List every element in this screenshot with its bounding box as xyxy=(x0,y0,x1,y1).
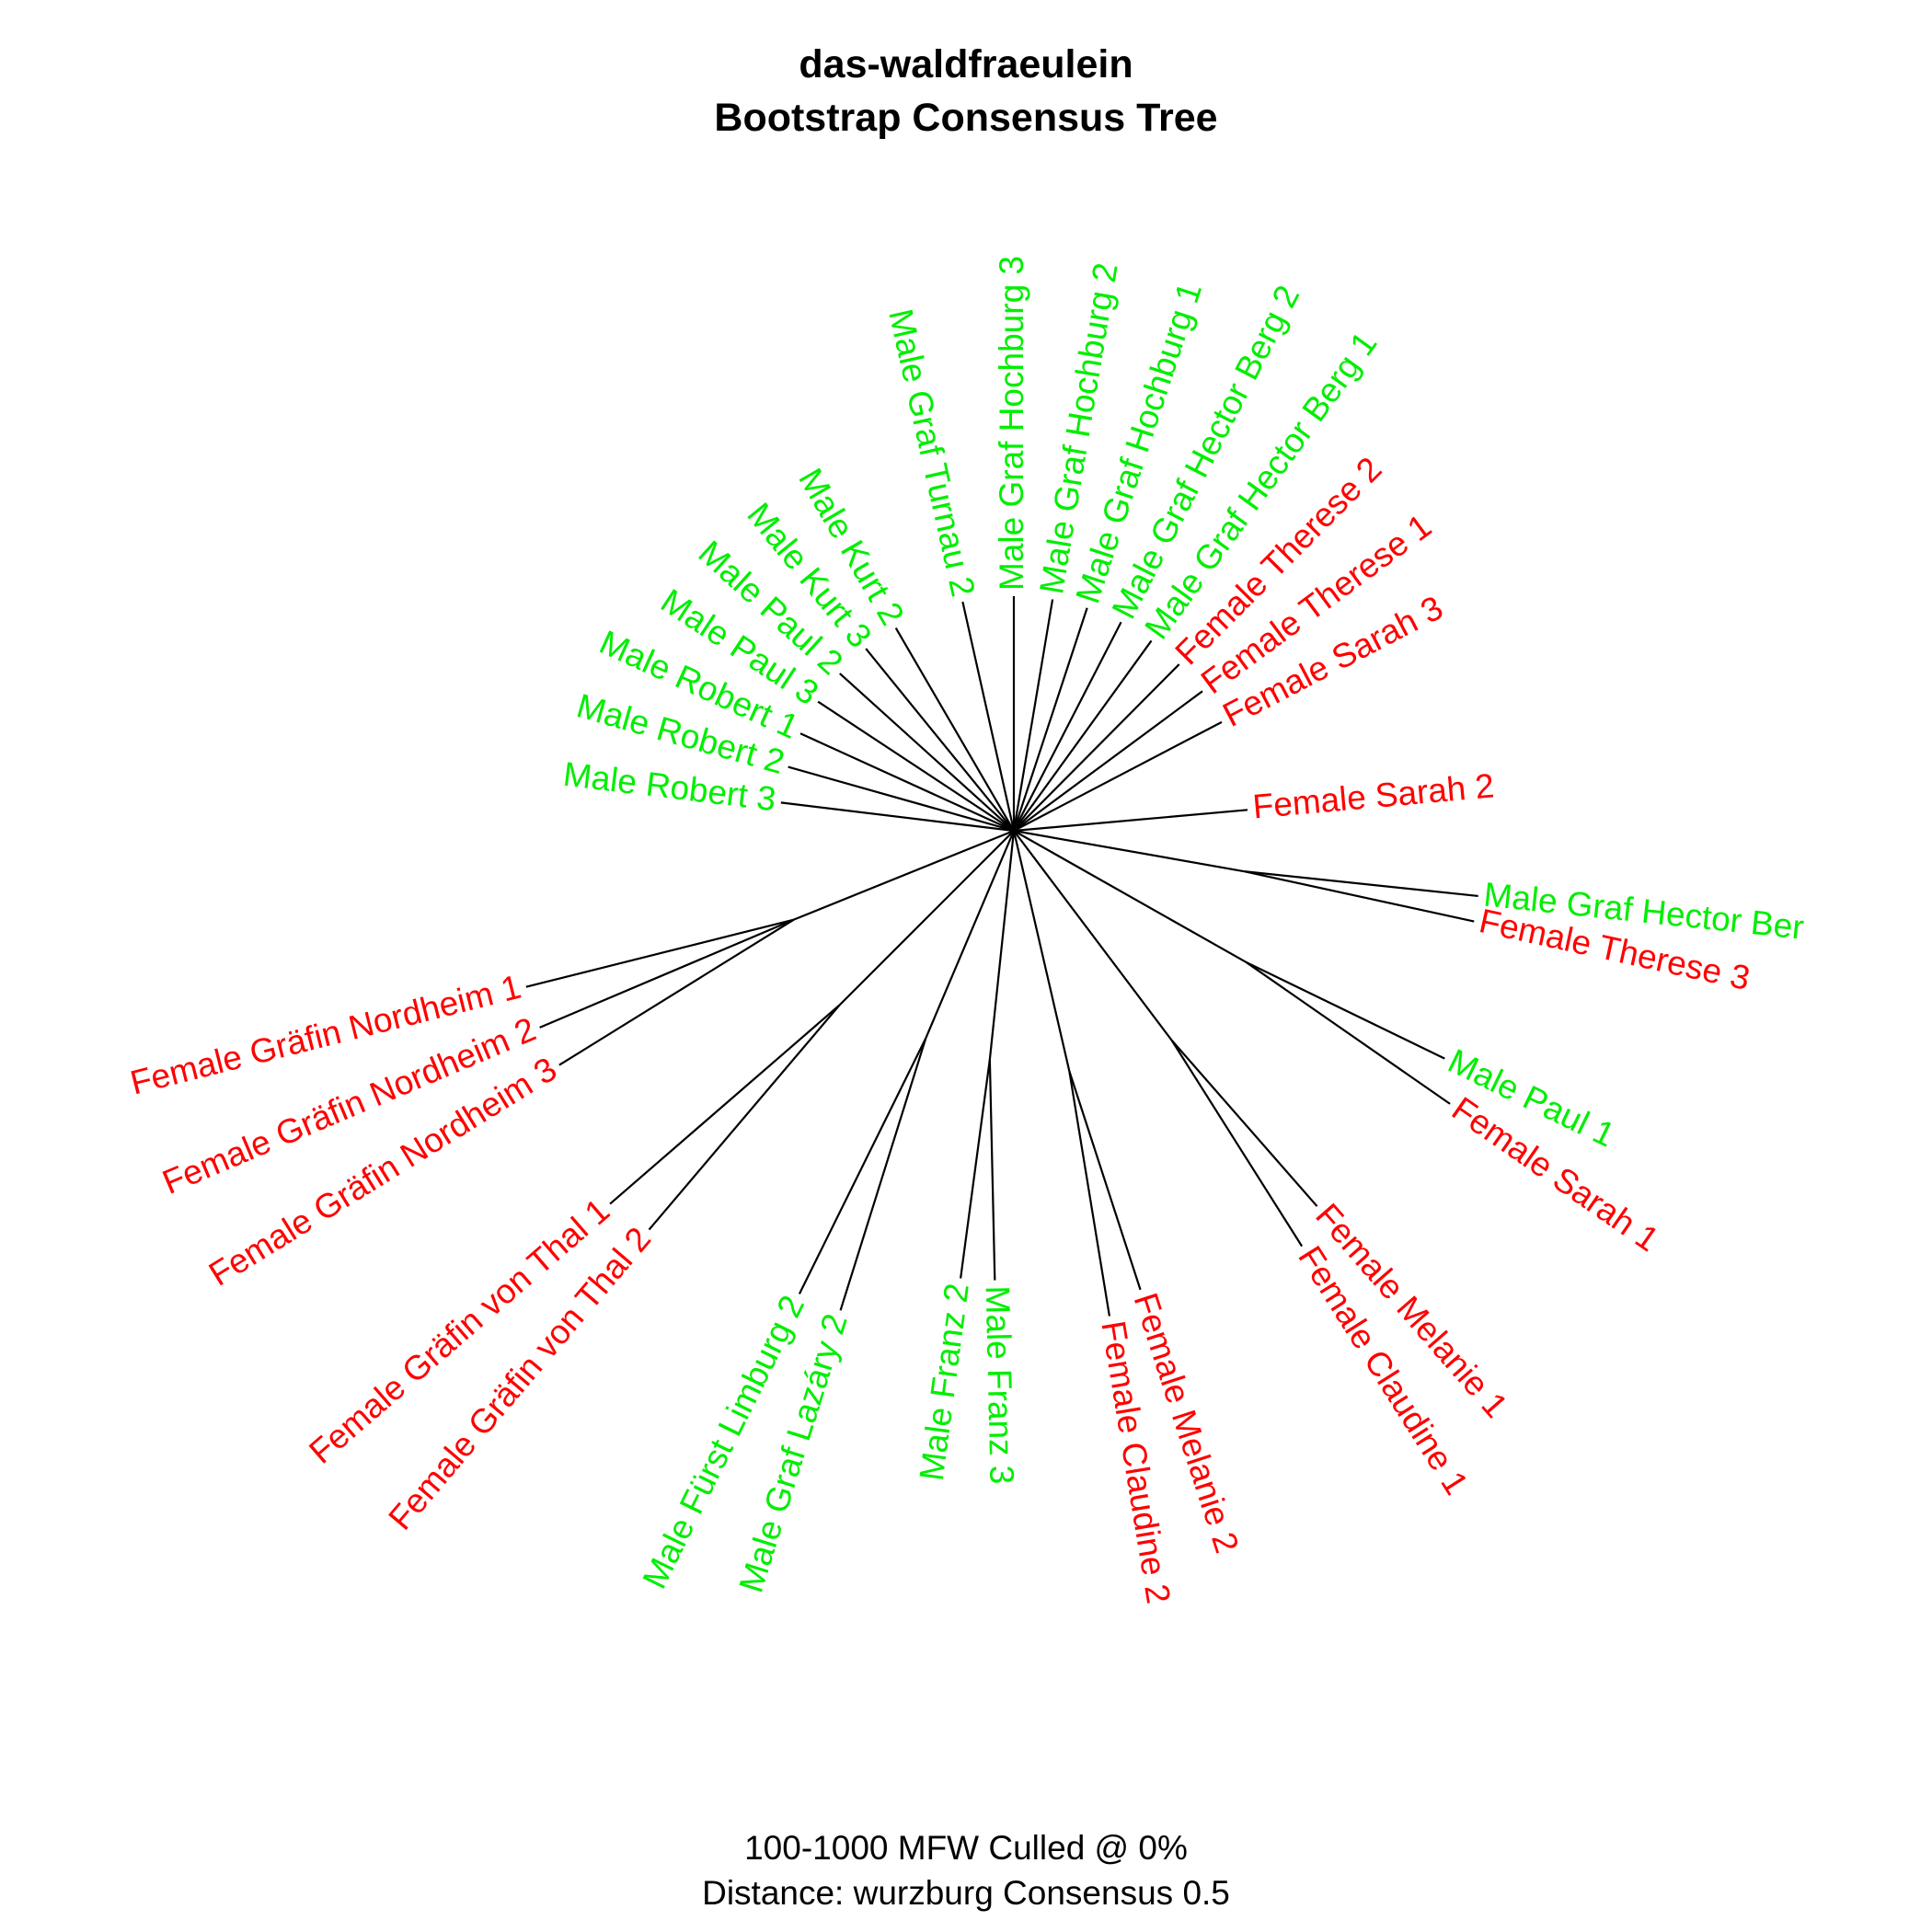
tree-internal-branch xyxy=(838,830,1015,1006)
tree-root-node xyxy=(1009,826,1018,835)
tree-branch xyxy=(1013,621,1122,832)
tree-internal-branch xyxy=(1013,829,1246,873)
tree-branch xyxy=(1068,1070,1111,1317)
tree-branch xyxy=(1170,1040,1304,1248)
tree-branch xyxy=(839,1038,927,1311)
tree-branch xyxy=(798,1038,927,1294)
tree-branch xyxy=(1013,720,1223,832)
tip-label: Male Graf Turnau 2 xyxy=(881,305,983,600)
tree-branch xyxy=(1068,1070,1142,1291)
tip-label: Female Sarah 2 xyxy=(1251,766,1496,825)
tip-label: Male Franz 3 xyxy=(979,1285,1021,1485)
tree-branch xyxy=(1245,960,1445,1060)
tree-branch xyxy=(1245,960,1451,1105)
tree-branch xyxy=(1013,690,1203,832)
tree-branch xyxy=(799,732,1015,833)
tree-branch xyxy=(1170,1039,1318,1207)
tree-branch xyxy=(539,918,795,1029)
tree-branch xyxy=(1013,663,1180,832)
tree-branch xyxy=(988,1059,996,1281)
tree-branch xyxy=(558,918,795,1066)
tree-branch xyxy=(894,627,1015,832)
figure-title-line-1: das-waldfraeulein xyxy=(799,42,1133,86)
tree-branch xyxy=(1013,639,1153,832)
tree-branch xyxy=(609,1004,841,1205)
tree-branch xyxy=(788,765,1015,833)
tree-internal-branch xyxy=(1012,830,1071,1072)
tree-branch xyxy=(525,918,795,988)
tree-branch xyxy=(865,648,1015,832)
tree-branch xyxy=(1013,809,1248,833)
tip-label: Male Franz 2 xyxy=(913,1281,976,1482)
tree-branch xyxy=(1012,599,1054,832)
tree-internal-branch xyxy=(988,830,1016,1060)
tree-internal-branch xyxy=(925,830,1016,1039)
figure-title-line-2: Bootstrap Consensus Tree xyxy=(714,96,1218,140)
tree-branch xyxy=(780,801,1015,833)
tree-branch xyxy=(648,1004,841,1231)
tree-branch xyxy=(1244,870,1475,923)
footer-mfw-line: 100-1000 MFW Culled @ 0% xyxy=(744,1829,1188,1867)
footer-distance-line: Distance: wurzburg Consensus 0.5 xyxy=(702,1874,1230,1912)
tree-internal-branch xyxy=(793,829,1015,921)
tree-branch xyxy=(817,700,1015,832)
tip-label: Male Graf Hochburg 3 xyxy=(993,256,1030,591)
tree-branch xyxy=(839,673,1015,832)
tree-branch xyxy=(961,601,1016,832)
tree-branch xyxy=(960,1059,991,1279)
tree-branch xyxy=(1245,870,1478,898)
tip-label: Female Gräfin Nordheim 1 xyxy=(127,968,525,1102)
tree-internal-branch xyxy=(1013,830,1247,963)
tree-branch xyxy=(1012,607,1088,832)
tree-internal-branch xyxy=(1013,830,1173,1041)
